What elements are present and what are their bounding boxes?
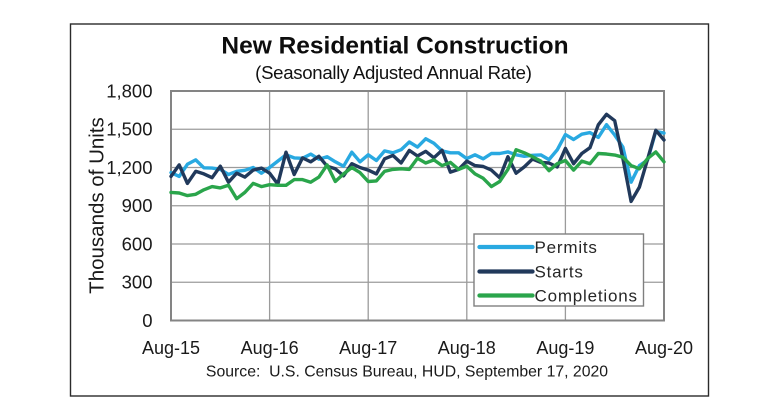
svg-text:900: 900 [122, 195, 153, 216]
svg-text:0: 0 [142, 310, 152, 331]
svg-text:1,800: 1,800 [106, 80, 152, 101]
svg-text:Source: U.S. Census Bureau, H: Source: U.S. Census Bureau, HUD, Septemb… [206, 364, 608, 381]
svg-text:Aug-18: Aug-18 [438, 338, 496, 358]
svg-text:Aug-15: Aug-15 [142, 338, 200, 358]
svg-text:600: 600 [122, 233, 153, 254]
svg-text:New Residential Construction: New Residential Construction [221, 33, 568, 60]
svg-text:Starts: Starts [535, 262, 584, 281]
svg-text:Aug-16: Aug-16 [241, 338, 299, 358]
svg-text:1,500: 1,500 [106, 119, 152, 140]
svg-text:300: 300 [122, 272, 153, 293]
svg-text:(Seasonally Adjusted Annual Ra: (Seasonally Adjusted Annual Rate) [255, 62, 532, 83]
svg-text:Aug-17: Aug-17 [339, 338, 397, 358]
svg-text:1,200: 1,200 [106, 157, 152, 178]
svg-text:Aug-19: Aug-19 [536, 338, 594, 358]
svg-text:Aug-20: Aug-20 [635, 338, 693, 358]
svg-text:Permits: Permits [535, 238, 598, 257]
svg-text:Completions: Completions [535, 286, 638, 305]
svg-text:Thousands of Units: Thousands of Units [86, 117, 109, 294]
